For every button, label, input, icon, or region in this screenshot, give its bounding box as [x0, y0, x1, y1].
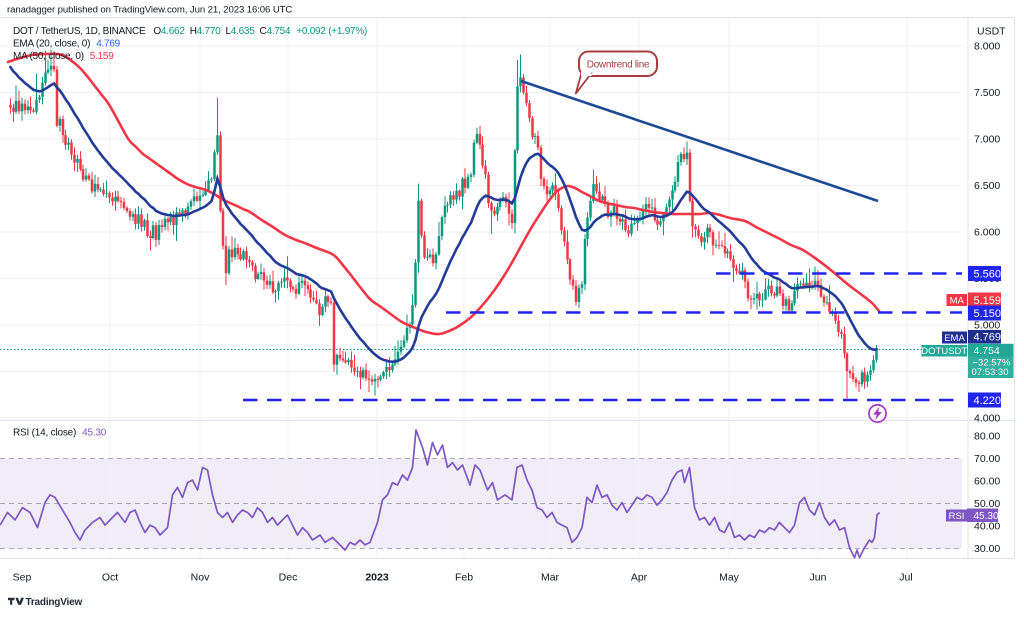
svg-text:Dec: Dec	[279, 572, 298, 584]
svg-text:May: May	[719, 572, 740, 584]
svg-text:Sep: Sep	[13, 572, 32, 584]
svg-text:6.000: 6.000	[974, 227, 1000, 239]
svg-text:Jul: Jul	[899, 572, 912, 584]
svg-text:RSI (14, close)45.30: RSI (14, close) 45.30	[13, 428, 107, 439]
svg-text:Mar: Mar	[541, 572, 560, 584]
svg-text:RSI: RSI	[949, 511, 965, 522]
svg-text:2023: 2023	[365, 572, 389, 584]
svg-text:7.000: 7.000	[974, 134, 1000, 146]
svg-text:Jun: Jun	[810, 572, 827, 584]
svg-text:7.500: 7.500	[974, 87, 1000, 99]
svg-text:6.500: 6.500	[974, 180, 1000, 192]
svg-text:4.000: 4.000	[974, 413, 1000, 425]
svg-text:Apr: Apr	[631, 572, 648, 584]
svg-text:USDT: USDT	[977, 26, 1006, 38]
svg-text:60.00: 60.00	[974, 476, 1000, 488]
svg-text:4.220: 4.220	[974, 395, 1002, 407]
svg-text:5.000: 5.000	[974, 320, 1000, 332]
svg-text:5.560: 5.560	[974, 269, 1002, 281]
svg-text:EMA (20, close, 0)4.769: EMA (20, close, 0) 4.769	[13, 39, 121, 50]
svg-text:Oct: Oct	[102, 572, 118, 584]
svg-text:5.150: 5.150	[974, 308, 1002, 320]
svg-text:MA (50, close, 0)5.159: MA (50, close, 0) 5.159	[13, 51, 114, 62]
svg-text:−32.57%: −32.57%	[973, 358, 1011, 369]
svg-text:Feb: Feb	[455, 572, 473, 584]
svg-text:MA: MA	[950, 295, 965, 306]
svg-text:EMA: EMA	[944, 333, 965, 344]
svg-text:5.159: 5.159	[974, 295, 1002, 307]
svg-text:07:53:30: 07:53:30	[972, 367, 1009, 378]
svg-text:Nov: Nov	[191, 572, 210, 584]
svg-text:40.00: 40.00	[974, 521, 1000, 533]
svg-text:8.000: 8.000	[974, 41, 1000, 53]
svg-text:50.00: 50.00	[974, 498, 1000, 510]
svg-text:45.30: 45.30	[974, 511, 999, 522]
svg-text:4.769: 4.769	[974, 332, 1002, 344]
svg-text:ranadagger published on Tradin: ranadagger published on TradingView.com,…	[7, 5, 292, 16]
svg-text:Downtrend line: Downtrend line	[587, 60, 650, 71]
svg-text:TradingView: TradingView	[26, 597, 83, 608]
svg-text:70.00: 70.00	[974, 453, 1000, 465]
svg-text:DOTUSDT: DOTUSDT	[921, 346, 967, 357]
svg-text:30.00: 30.00	[974, 543, 1000, 555]
svg-text:4.754: 4.754	[974, 345, 1000, 357]
svg-text:80.00: 80.00	[974, 431, 1000, 443]
